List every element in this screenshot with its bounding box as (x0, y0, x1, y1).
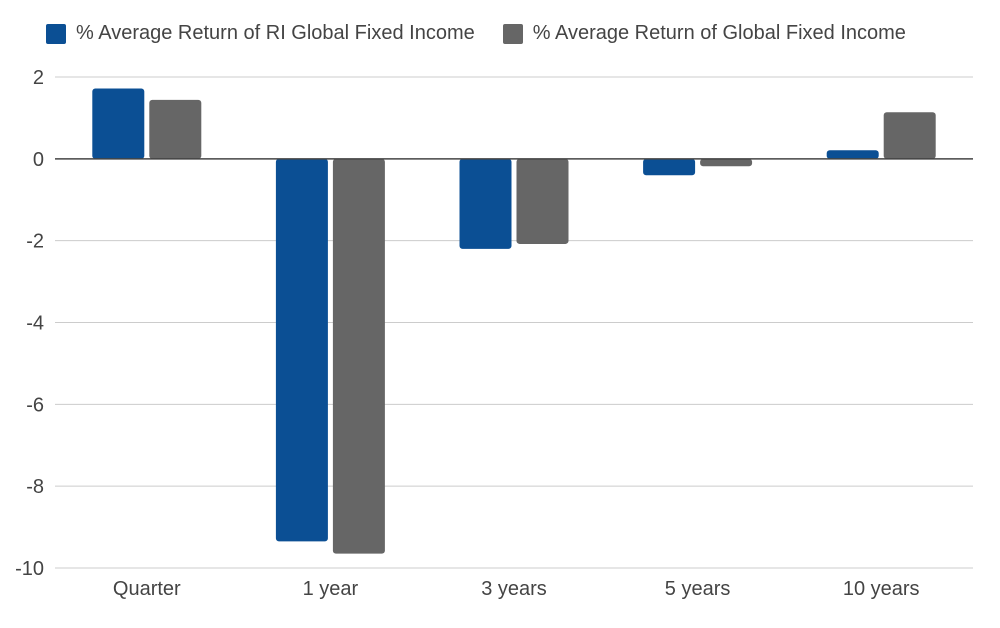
bar-series-1-1-year[interactable] (275, 158, 328, 542)
y-tick-label: -4 (26, 313, 44, 335)
bars (92, 88, 936, 554)
legend-swatch-ri-global-fixed-income (46, 23, 66, 44)
y-axis-ticks: 2 0 -2 -4 -6 -8 -10 (15, 67, 44, 580)
legend-item-global-fixed-income: % Average Return of Global Fixed Income (502, 22, 906, 45)
bar-series-2-10-years[interactable] (883, 112, 936, 159)
y-tick-label: -2 (26, 231, 44, 253)
x-tick-label: 1 year (303, 578, 359, 600)
legend-label-global-fixed-income: % Average Return of Global Fixed Income (532, 22, 906, 44)
bar-series-2-quarter[interactable] (149, 99, 202, 159)
y-tick-label: 0 (33, 149, 44, 171)
x-tick-label: 5 years (665, 578, 731, 600)
legend-item-ri-global-fixed-income: % Average Return of RI Global Fixed Inco… (46, 22, 475, 45)
bar-series-1-5-years[interactable] (643, 158, 696, 176)
legend-label-ri-global-fixed-income: % Average Return of RI Global Fixed Inco… (76, 22, 475, 44)
bar-series-1-10-years[interactable] (826, 150, 879, 159)
bar-series-1-quarter[interactable] (92, 88, 145, 159)
legend-swatch-global-fixed-income (502, 23, 523, 44)
x-tick-label: Quarter (113, 578, 181, 600)
y-tick-label: -6 (26, 394, 44, 416)
x-tick-label: 10 years (843, 578, 920, 600)
y-tick-label: -8 (26, 476, 44, 498)
y-tick-label: -10 (15, 558, 44, 580)
bar-series-2-1-year[interactable] (332, 158, 385, 554)
bar-series-1-3-years[interactable] (459, 158, 512, 249)
legend: % Average Return of RI Global Fixed Inco… (46, 22, 906, 45)
x-tick-label: 3 years (481, 578, 547, 600)
gridlines (55, 76, 973, 569)
bar-series-2-5-years[interactable] (700, 158, 753, 167)
x-axis-ticks: Quarter 1 year 3 years 5 years 10 years (113, 578, 920, 600)
bar-series-2-3-years[interactable] (516, 158, 569, 244)
y-tick-label: 2 (33, 67, 44, 89)
